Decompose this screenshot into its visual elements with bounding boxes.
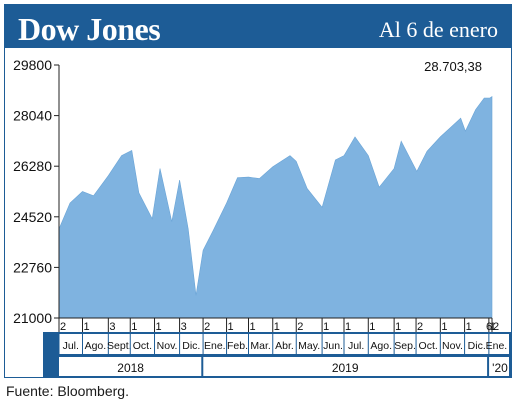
month-label: Ene. — [204, 340, 226, 352]
month-label: Mar. — [250, 340, 270, 352]
month-label: Jun. — [323, 340, 343, 352]
year-label: '20 — [492, 361, 508, 375]
month-label: Ene. — [486, 340, 508, 352]
day-tick-label: 1 — [131, 321, 137, 333]
month-label: Dic. — [182, 340, 200, 352]
day-tick-label: 2 — [60, 321, 66, 333]
y-tick-label: 21000 — [13, 310, 52, 326]
chart-header: Dow Jones Al 6 de enero — [4, 4, 512, 48]
day-tick-label: 1 — [490, 321, 496, 333]
month-label: Nov. — [442, 340, 463, 352]
month-label: Jul. — [348, 340, 364, 352]
month-label: Oct. — [133, 340, 152, 352]
month-label: Feb. — [227, 340, 248, 352]
source-note: Fuente: Bloomberg. — [6, 383, 129, 399]
month-label: Jul. — [63, 340, 79, 352]
month-label: Oct. — [419, 340, 438, 352]
day-tick-label: 6 — [486, 321, 492, 333]
day-tick-label: 1 — [369, 321, 375, 333]
month-label: Sep. — [394, 340, 416, 352]
month-label: Sept. — [107, 340, 132, 352]
day-tick-label: 2 — [417, 321, 423, 333]
year-label: 2018 — [117, 361, 144, 375]
day-tick-label: 2 — [297, 321, 303, 333]
day-tick-label: 2 — [204, 321, 210, 333]
y-tick-label: 24520 — [13, 209, 52, 225]
month-label: Ago. — [370, 340, 392, 352]
day-tick-label: 1 — [466, 321, 472, 333]
year-label: 2019 — [332, 361, 359, 375]
day-tick-label: 3 — [181, 321, 187, 333]
month-label: Dic. — [468, 340, 486, 352]
month-label: Ago. — [85, 340, 107, 352]
y-tick-label: 26280 — [13, 158, 52, 174]
year-strip — [59, 357, 509, 376]
month-label: Nov. — [157, 340, 178, 352]
day-tick-label: 3 — [109, 321, 115, 333]
chart-title: Dow Jones — [18, 11, 161, 47]
day-tick-label: 1 — [249, 321, 255, 333]
date-label: Al 6 de enero — [378, 17, 498, 42]
day-tick-label: 1 — [274, 321, 280, 333]
y-tick-label: 29800 — [13, 57, 52, 73]
index-area — [58, 96, 493, 319]
day-tick-label: 1 — [156, 321, 162, 333]
day-tick-label: 1 — [228, 321, 234, 333]
month-strip — [59, 334, 509, 354]
day-tick-label: 1 — [345, 321, 351, 333]
day-tick-label: 1 — [83, 321, 89, 333]
day-tick-label: 2 — [493, 321, 499, 333]
day-tick-label: 1 — [395, 321, 401, 333]
month-label: May. — [298, 340, 320, 352]
y-tick-label: 28040 — [13, 108, 52, 124]
day-tick-label: 1 — [323, 321, 329, 333]
month-label: Abr. — [275, 340, 294, 352]
y-tick-label: 22760 — [13, 259, 52, 275]
last-value-label: 28.703,38 — [424, 59, 482, 74]
day-tick-label: 1 — [441, 321, 447, 333]
